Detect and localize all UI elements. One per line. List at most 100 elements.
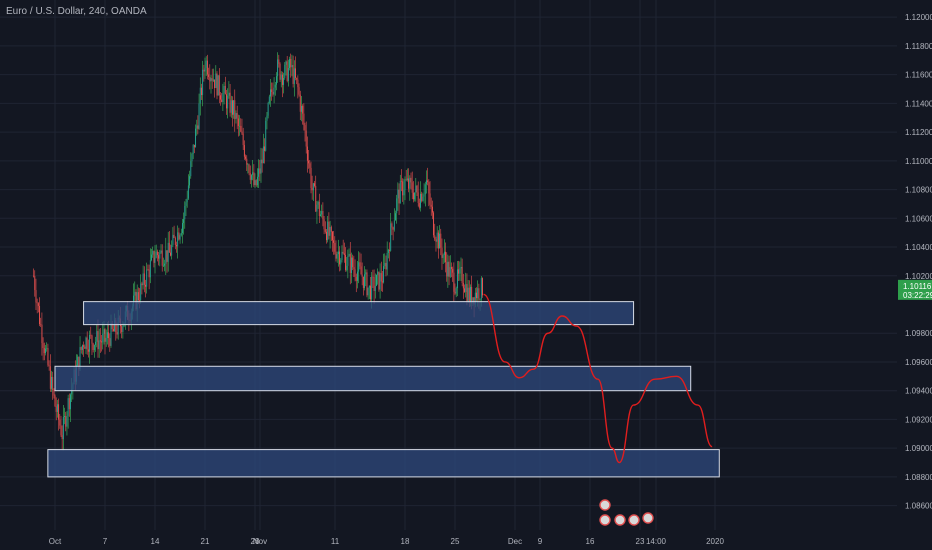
candle-body [133,295,135,307]
candle-body [386,252,388,270]
candle-body [315,185,317,212]
candle-body [329,227,331,236]
candle-body [283,77,285,85]
candle-body [292,65,294,84]
candle-body [70,394,71,410]
candle-body [272,91,274,95]
candle-body [343,253,345,255]
candle-body [158,255,160,259]
support-zone [54,365,692,392]
time-tick-label: 14:00 [646,537,667,546]
candle-body [291,65,293,68]
candle-body [352,257,354,268]
event-icon [628,514,640,526]
current-price-value: 1.10116 [903,282,932,291]
candle-body [90,334,92,336]
event-icon [599,514,611,526]
candle-body [416,185,418,193]
candle-body [97,331,99,350]
candle-body [279,63,281,80]
candle-body [290,58,292,68]
candle-body [60,425,62,436]
candle-body [411,182,413,193]
candle-body [382,281,383,283]
candle-body [385,262,387,270]
candle-body [53,390,55,396]
candle-body [211,78,213,81]
candle-body [39,305,41,325]
candle-body [303,113,305,126]
candle-body [204,67,206,72]
candle-body [330,227,332,232]
candle-body [33,275,35,277]
support-zone [47,449,720,478]
candle-body [176,244,177,247]
candle-body [436,232,438,242]
price-tick-label: 1.10400 [905,243,932,252]
candle-body [220,95,221,100]
candle-body [42,343,44,349]
candle-body [371,276,373,300]
candle-body [449,267,451,277]
candle-body [267,102,269,116]
candle-body [242,133,244,146]
symbol-title: Euro / U.S. Dollar, 240, OANDA [6,6,147,17]
candle-body [312,183,314,191]
candle-body [452,268,454,273]
candle-body [109,338,111,346]
price-axis[interactable]: 1.12000 1.11800 1.11600 1.11400 1.11200 1.110… [905,13,932,510]
candle-body [203,69,205,72]
candle-body [351,257,352,273]
candle-body [256,176,258,186]
candle-body [174,237,176,245]
candle-body [271,89,273,92]
price-tick-label: 1.09600 [905,358,932,367]
price-tick-label: 1.11400 [905,99,932,108]
candle-body [412,192,414,200]
candle-body [114,320,116,332]
candle-body [170,252,171,256]
candle-body [342,251,344,254]
candle-body [374,285,376,292]
price-tick-label: 1.10800 [905,186,932,195]
time-axis-background[interactable] [0,531,932,550]
candle-body [348,253,350,256]
price-tick-label: 1.09000 [905,444,932,453]
candle-body [383,266,385,283]
candle-body [99,340,101,342]
candle-body [187,185,189,199]
candle-body [309,163,311,168]
event-icon [642,512,654,524]
candle-body [378,271,380,290]
candle-body [377,271,379,275]
candle-body [222,92,224,102]
candle-body [167,242,169,262]
candle-body [392,227,394,230]
price-tick-label: 1.08800 [905,473,932,482]
candle-body [161,250,163,266]
price-axis-background[interactable] [897,0,932,530]
candle-body [433,212,435,236]
candle-body [284,64,286,78]
candle-body [296,77,298,80]
candle-body [391,223,393,228]
candle-body [216,73,218,96]
candle-body [437,232,439,249]
candle-body [456,269,458,289]
candle-body [235,113,237,120]
candle-body [355,276,357,281]
candle-body [358,262,360,272]
candle-body [274,84,276,88]
price-tick-label: 1.10200 [905,272,932,281]
candle-body [199,87,201,104]
candle-body [217,75,219,96]
candle-body [148,269,150,278]
candle-body [206,60,208,75]
candle-body [305,130,307,147]
candle-body [95,341,97,345]
candle-body [414,192,416,200]
candle-body [248,164,250,174]
time-tick-label: 7 [103,537,108,546]
